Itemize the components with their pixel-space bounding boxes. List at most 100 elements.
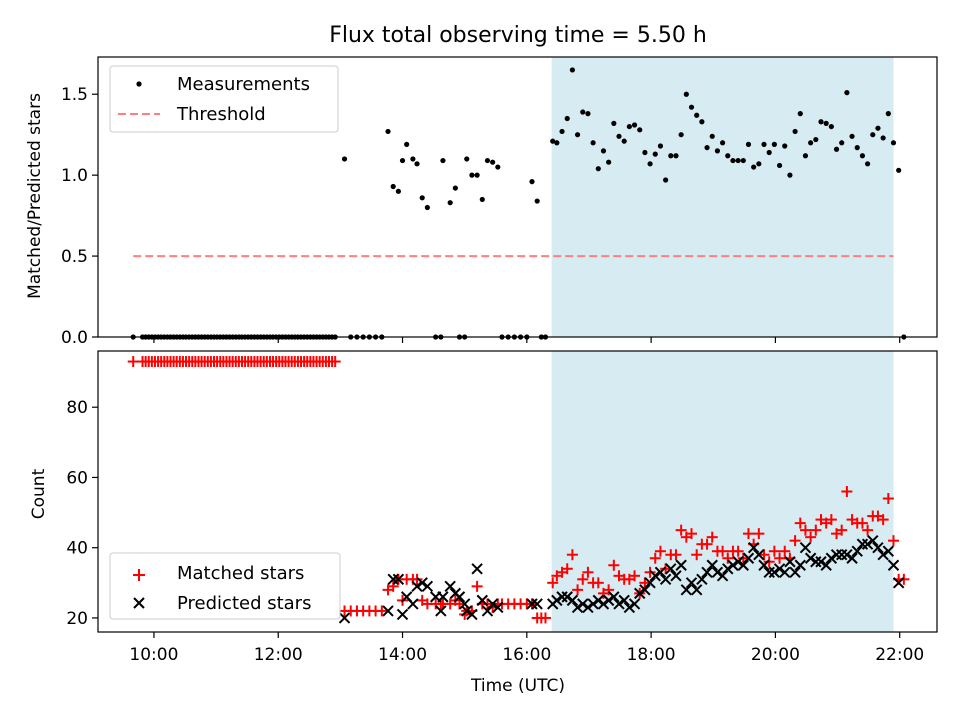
matched-star-point xyxy=(329,356,341,368)
predicted-star-point xyxy=(634,587,646,600)
predicted-star-point xyxy=(820,559,832,571)
measurement-point xyxy=(823,120,829,126)
predicted-star-point xyxy=(851,545,863,557)
predicted-star-point xyxy=(773,563,786,575)
measurement-point xyxy=(479,196,485,203)
matched-star-point xyxy=(805,531,817,543)
figure-title: Flux total observing time = 5.50 h xyxy=(329,23,707,48)
matched-star-point xyxy=(794,517,806,529)
predicted-star-point xyxy=(789,566,801,578)
matched-star-point xyxy=(810,524,822,536)
measurement-point xyxy=(896,167,902,173)
measurement-point xyxy=(849,133,855,139)
measurement-point xyxy=(885,111,891,117)
matched-star-point xyxy=(603,584,615,596)
measurement-point xyxy=(414,161,420,167)
predicted-star-point xyxy=(856,538,869,550)
predicted-star-point xyxy=(644,577,656,589)
predicted-star-point xyxy=(471,563,483,575)
measurement-point xyxy=(766,149,772,156)
predicted-star-point xyxy=(592,594,604,607)
matched-star-point xyxy=(898,573,910,585)
predicted-star-point xyxy=(867,534,879,547)
measurement-point xyxy=(704,145,710,151)
matched-star-point xyxy=(670,549,682,561)
predicted-star-point xyxy=(742,552,755,564)
measurement-point xyxy=(657,143,664,149)
measurement-point xyxy=(452,185,458,191)
predicted-star-point xyxy=(492,601,504,614)
measurement-point xyxy=(447,200,453,206)
measurement-point xyxy=(683,91,689,97)
predicted-star-point xyxy=(696,573,708,586)
matched-star-point xyxy=(453,598,465,610)
predicted-star-point xyxy=(396,608,409,621)
measurement-point xyxy=(495,164,501,170)
x-tick-label: 10:00 xyxy=(129,645,178,665)
predicted-star-point xyxy=(526,598,538,610)
predicted-star-point xyxy=(435,605,447,617)
measurement-point xyxy=(782,143,788,149)
matched-stars-points xyxy=(127,356,910,624)
measurement-point xyxy=(776,162,783,169)
predicted-star-point xyxy=(887,559,900,571)
measurement-point xyxy=(559,128,565,135)
measurement-point xyxy=(735,157,741,164)
predicted-star-point xyxy=(416,577,428,589)
predicted-star-point xyxy=(680,584,693,596)
matched-star-point xyxy=(779,545,791,557)
predicted-star-point xyxy=(618,594,630,607)
predicted-star-point xyxy=(892,577,905,589)
bottom-panel: 20 40 60 80 10:00 12:00 14:00 16:00 18:00 20:00 22… xyxy=(29,350,938,696)
measurement-point xyxy=(484,157,491,164)
measurement-point xyxy=(818,119,824,125)
predicted-star-point xyxy=(825,552,838,564)
predicted-star-point xyxy=(639,584,651,596)
measurement-point xyxy=(424,204,430,211)
measurement-point xyxy=(574,132,581,138)
bottom-axis-ticks: 20 40 60 80 10:00 12:00 14:00 16:00 18:00 20:00 22… xyxy=(66,398,924,665)
predicted-star-point xyxy=(481,605,494,617)
predicted-star-point xyxy=(846,552,858,564)
matched-star-point xyxy=(561,563,573,575)
measurement-point xyxy=(585,111,591,117)
measurement-point xyxy=(865,161,871,167)
predicted-star-point xyxy=(461,605,473,617)
measurement-point xyxy=(880,135,886,141)
measurement-point xyxy=(652,151,658,157)
measurement-point xyxy=(699,119,705,125)
measurement-point xyxy=(808,140,814,146)
measurement-point xyxy=(859,153,866,159)
y-tick-label: 1.0 xyxy=(61,166,88,186)
predicted-star-point xyxy=(727,559,739,571)
predicted-star-point xyxy=(577,598,589,610)
predicted-star-point xyxy=(784,556,796,568)
predicted-star-point xyxy=(444,580,456,593)
top-panel: 0.0 0.5 1.0 1.5 Matched/Predicted stars Mea… xyxy=(25,56,938,348)
predicted-star-point xyxy=(602,594,615,607)
legend-predicted-label: Predicted stars xyxy=(177,593,311,614)
predicted-star-point xyxy=(872,541,884,554)
y-tick-label: 40 xyxy=(66,539,88,559)
predicted-star-point xyxy=(753,549,765,561)
matched-star-point xyxy=(572,584,584,596)
top-axis-ticks: 0.0 0.5 1.0 1.5 xyxy=(61,85,901,348)
measurement-point xyxy=(802,153,809,159)
matched-star-point xyxy=(789,535,801,547)
predicted-star-point xyxy=(830,549,843,561)
predicted-star-point xyxy=(737,559,750,571)
matched-star-point xyxy=(691,549,703,561)
predicted-star-point xyxy=(623,601,636,614)
matched-star-point xyxy=(768,545,780,557)
y-tick-label: 80 xyxy=(66,398,88,418)
matched-star-point xyxy=(471,580,483,592)
predicted-star-point xyxy=(665,563,677,575)
predicted-star-point xyxy=(531,598,543,610)
legend-measurements-marker xyxy=(136,81,142,87)
predicted-star-point xyxy=(659,573,672,586)
matched-star-point xyxy=(799,524,811,536)
measurement-point xyxy=(385,128,391,135)
bottom-legend: Matched stars Predicted stars xyxy=(109,552,341,620)
predicted-star-point xyxy=(747,541,760,554)
matched-star-point xyxy=(732,545,744,557)
